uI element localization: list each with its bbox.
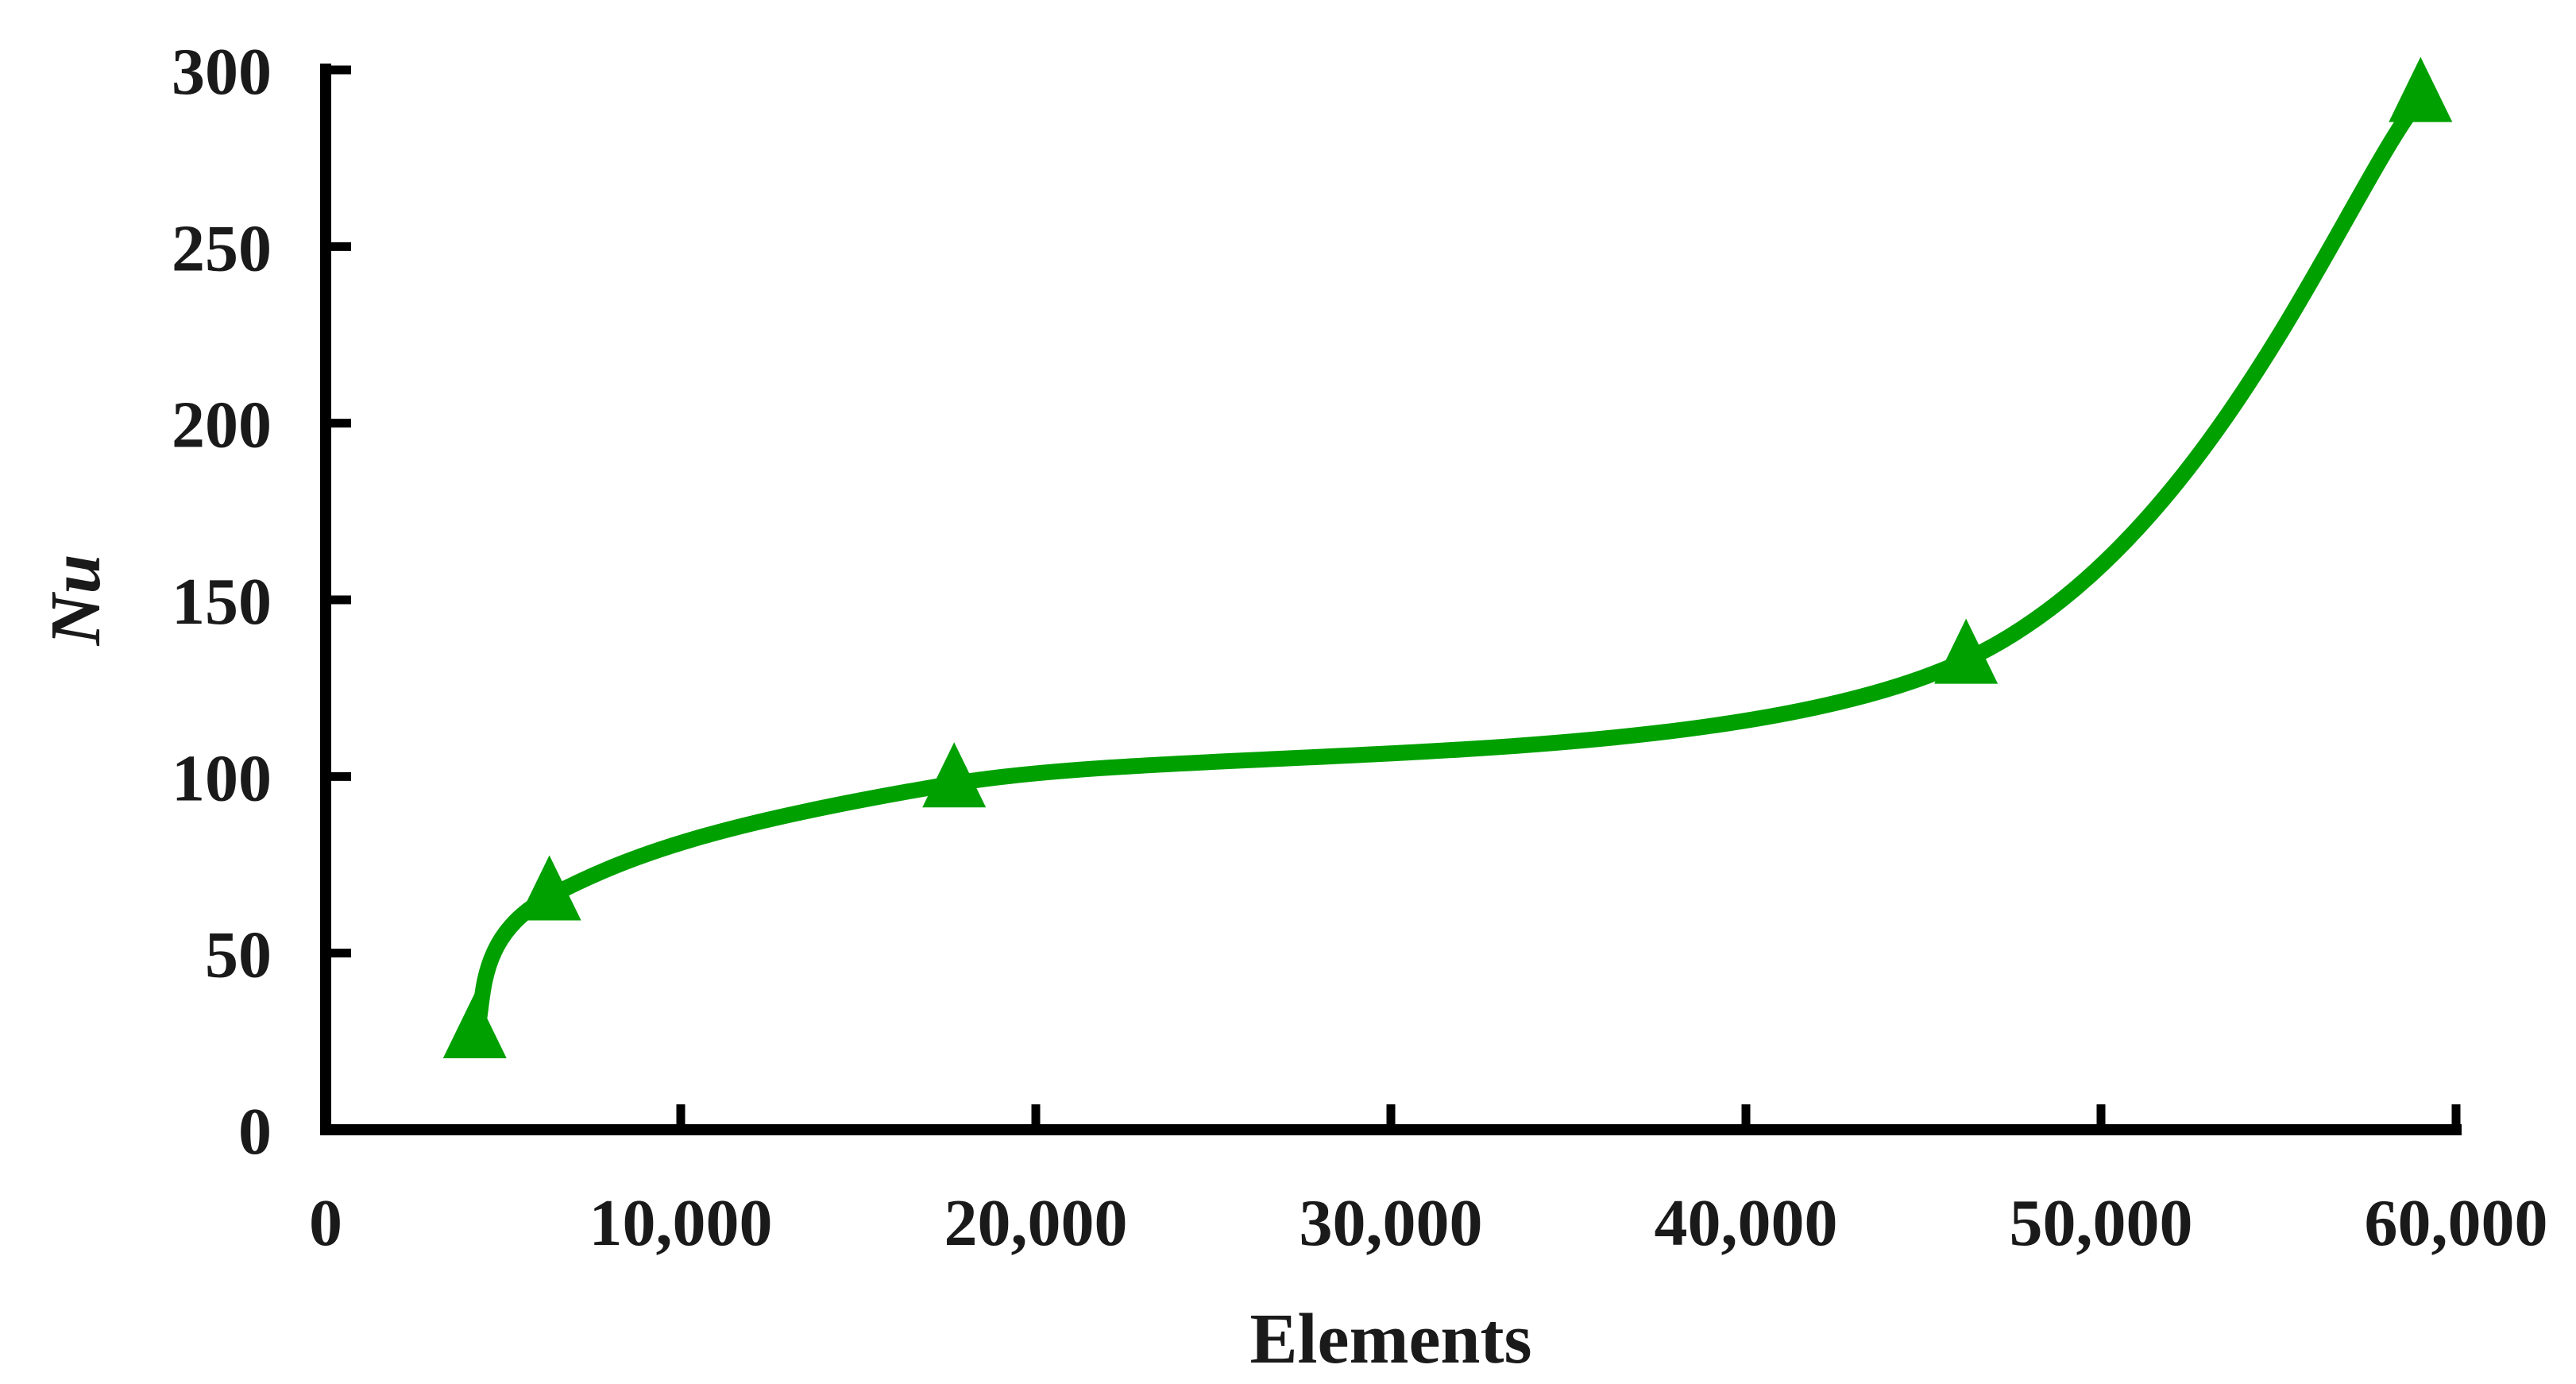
- x-tick-label: 0: [309, 1186, 342, 1260]
- data-point-marker: [442, 992, 507, 1058]
- x-tick-label: 30,000: [1300, 1186, 1483, 1260]
- data-point-marker: [922, 742, 987, 808]
- data-point-marker: [2389, 56, 2453, 122]
- x-tick-label: 10,000: [589, 1186, 773, 1260]
- x-tick-label: 60,000: [2365, 1186, 2548, 1260]
- x-axis-title: Elements: [1250, 1300, 1532, 1378]
- tick-labels: 0 50 100 150 200 250 300 0 10,000 20,000 30,000 40,…: [172, 35, 2548, 1260]
- x-tick-label: 40,000: [1655, 1186, 1838, 1260]
- series-layer: [442, 56, 2453, 1058]
- y-axis-title: Nu: [37, 554, 115, 646]
- x-tick-label: 50,000: [2010, 1186, 2193, 1260]
- data-point-marker: [517, 855, 581, 921]
- data-point-marker: [1934, 618, 1999, 684]
- y-tick-label: 150: [172, 565, 272, 639]
- y-tick-label: 50: [205, 918, 272, 992]
- y-tick-label: 200: [172, 389, 272, 462]
- tick-marks: [326, 65, 2461, 1135]
- y-tick-label: 100: [172, 741, 272, 815]
- axes: [320, 64, 2462, 1135]
- y-tick-label: 250: [172, 211, 272, 285]
- y-tick-label: 300: [172, 35, 272, 109]
- y-tick-label: 0: [238, 1095, 272, 1169]
- series-line: [466, 90, 2429, 1042]
- x-tick-label: 20,000: [944, 1186, 1128, 1260]
